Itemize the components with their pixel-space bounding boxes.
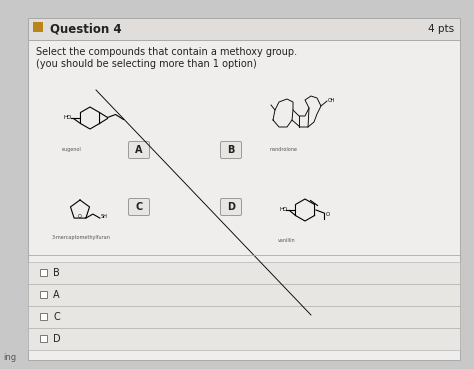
Text: OH: OH [328,97,336,103]
Text: 4 pts: 4 pts [428,24,454,34]
Text: Select the compounds that contain a methoxy group.: Select the compounds that contain a meth… [36,47,297,57]
Text: HO: HO [63,115,72,120]
Text: A: A [53,290,60,300]
Text: A: A [135,145,143,155]
Text: vanillin: vanillin [278,238,296,243]
Bar [28,284,460,306]
Text: B: B [228,145,235,155]
FancyBboxPatch shape [220,199,241,215]
FancyBboxPatch shape [220,141,241,159]
Text: D: D [53,334,61,344]
Bar [40,335,47,342]
Text: eugenol: eugenol [62,147,82,152]
Text: nandrolone: nandrolone [270,147,298,152]
Bar [28,18,460,40]
FancyBboxPatch shape [128,199,149,215]
Text: (you should be selecting more than 1 option): (you should be selecting more than 1 opt… [36,59,257,69]
Bar [40,313,47,320]
Text: O: O [78,214,82,219]
Bar [28,328,460,350]
FancyBboxPatch shape [128,141,149,159]
Bar [33,22,43,32]
Text: C: C [53,312,60,322]
Text: C: C [136,202,143,212]
Text: HO: HO [279,207,287,212]
Text: O: O [326,211,330,217]
Text: SH: SH [101,214,108,218]
Bar [40,269,47,276]
Text: D: D [227,202,235,212]
Bar [28,306,460,328]
Bar [28,262,460,284]
Text: 3-mercaptomethylfuran: 3-mercaptomethylfuran [52,235,111,240]
Bar [40,291,47,298]
Text: B: B [53,268,60,278]
Text: Question 4: Question 4 [50,23,122,35]
Text: ing: ing [3,354,16,362]
